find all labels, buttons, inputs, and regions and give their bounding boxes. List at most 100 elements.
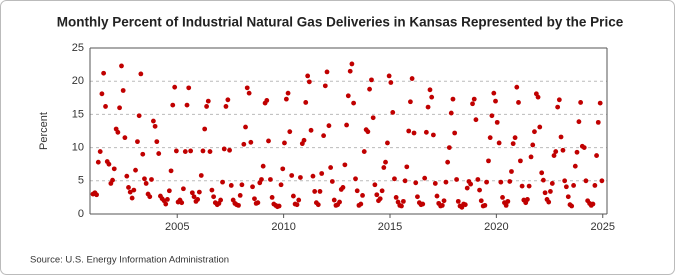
point xyxy=(223,104,229,109)
point xyxy=(519,183,525,189)
point xyxy=(122,135,128,141)
point xyxy=(186,85,192,91)
point xyxy=(312,189,318,194)
point xyxy=(530,142,536,148)
point xyxy=(329,179,335,184)
point xyxy=(443,179,449,185)
point xyxy=(565,194,571,200)
point xyxy=(347,68,353,74)
point xyxy=(542,190,548,196)
point xyxy=(434,193,440,199)
point xyxy=(95,159,101,165)
point xyxy=(221,146,227,152)
point xyxy=(278,182,284,188)
point xyxy=(358,201,364,207)
point xyxy=(110,177,115,183)
point xyxy=(594,153,599,158)
point xyxy=(179,200,185,206)
point xyxy=(595,119,601,125)
point xyxy=(220,179,225,185)
point xyxy=(370,115,376,121)
point xyxy=(590,201,596,207)
point xyxy=(143,181,149,186)
point xyxy=(468,181,474,187)
point xyxy=(496,140,502,146)
point xyxy=(478,198,484,204)
point xyxy=(243,124,248,130)
point xyxy=(548,189,553,194)
point xyxy=(549,181,555,186)
point xyxy=(493,98,498,104)
point xyxy=(486,158,491,164)
point xyxy=(147,194,153,200)
point xyxy=(500,195,505,200)
point xyxy=(439,202,445,208)
point xyxy=(195,196,201,202)
point xyxy=(475,177,481,182)
y-tick-label: 20 xyxy=(72,75,84,87)
point xyxy=(576,119,582,125)
point xyxy=(111,166,117,172)
point xyxy=(182,149,188,154)
point xyxy=(581,145,587,151)
point xyxy=(345,93,351,99)
point xyxy=(455,198,461,204)
point xyxy=(514,84,520,90)
point xyxy=(482,202,488,208)
point xyxy=(133,167,138,173)
point xyxy=(120,88,126,93)
point xyxy=(526,183,532,189)
point xyxy=(250,184,255,190)
point xyxy=(287,129,293,135)
point xyxy=(599,178,605,184)
point xyxy=(494,119,500,125)
point xyxy=(430,132,436,138)
point xyxy=(276,203,282,209)
point xyxy=(236,202,241,208)
point xyxy=(532,129,537,135)
source: Source: U.S. Energy Information Administ… xyxy=(30,255,229,266)
x-tick-label: 2025 xyxy=(591,221,615,233)
point xyxy=(211,194,217,200)
point xyxy=(269,195,275,200)
point xyxy=(340,185,346,190)
point xyxy=(283,96,289,102)
point xyxy=(218,197,224,203)
point xyxy=(129,195,135,201)
point xyxy=(583,178,589,184)
point xyxy=(555,104,561,110)
point xyxy=(383,159,388,165)
point xyxy=(255,200,261,206)
point xyxy=(539,170,545,176)
point xyxy=(369,77,374,83)
point xyxy=(282,140,287,146)
point xyxy=(106,161,112,167)
y-tick-label: 5 xyxy=(78,175,84,187)
point xyxy=(252,196,257,202)
point xyxy=(303,100,309,105)
point xyxy=(537,124,543,130)
point xyxy=(331,197,337,203)
point xyxy=(319,171,325,176)
point xyxy=(569,203,575,209)
point xyxy=(290,193,296,199)
point xyxy=(151,118,156,124)
point xyxy=(181,186,186,192)
point xyxy=(452,130,458,136)
point xyxy=(285,90,291,96)
point xyxy=(477,187,482,193)
x-tick-label: 2015 xyxy=(378,221,402,233)
point xyxy=(239,182,245,188)
point xyxy=(372,182,378,188)
point xyxy=(470,101,475,107)
point xyxy=(432,181,438,186)
point xyxy=(473,117,479,123)
point xyxy=(241,141,247,147)
point xyxy=(353,176,358,182)
point xyxy=(165,196,170,202)
point xyxy=(518,158,523,164)
point xyxy=(540,177,546,183)
point xyxy=(377,196,383,202)
point xyxy=(423,129,429,135)
